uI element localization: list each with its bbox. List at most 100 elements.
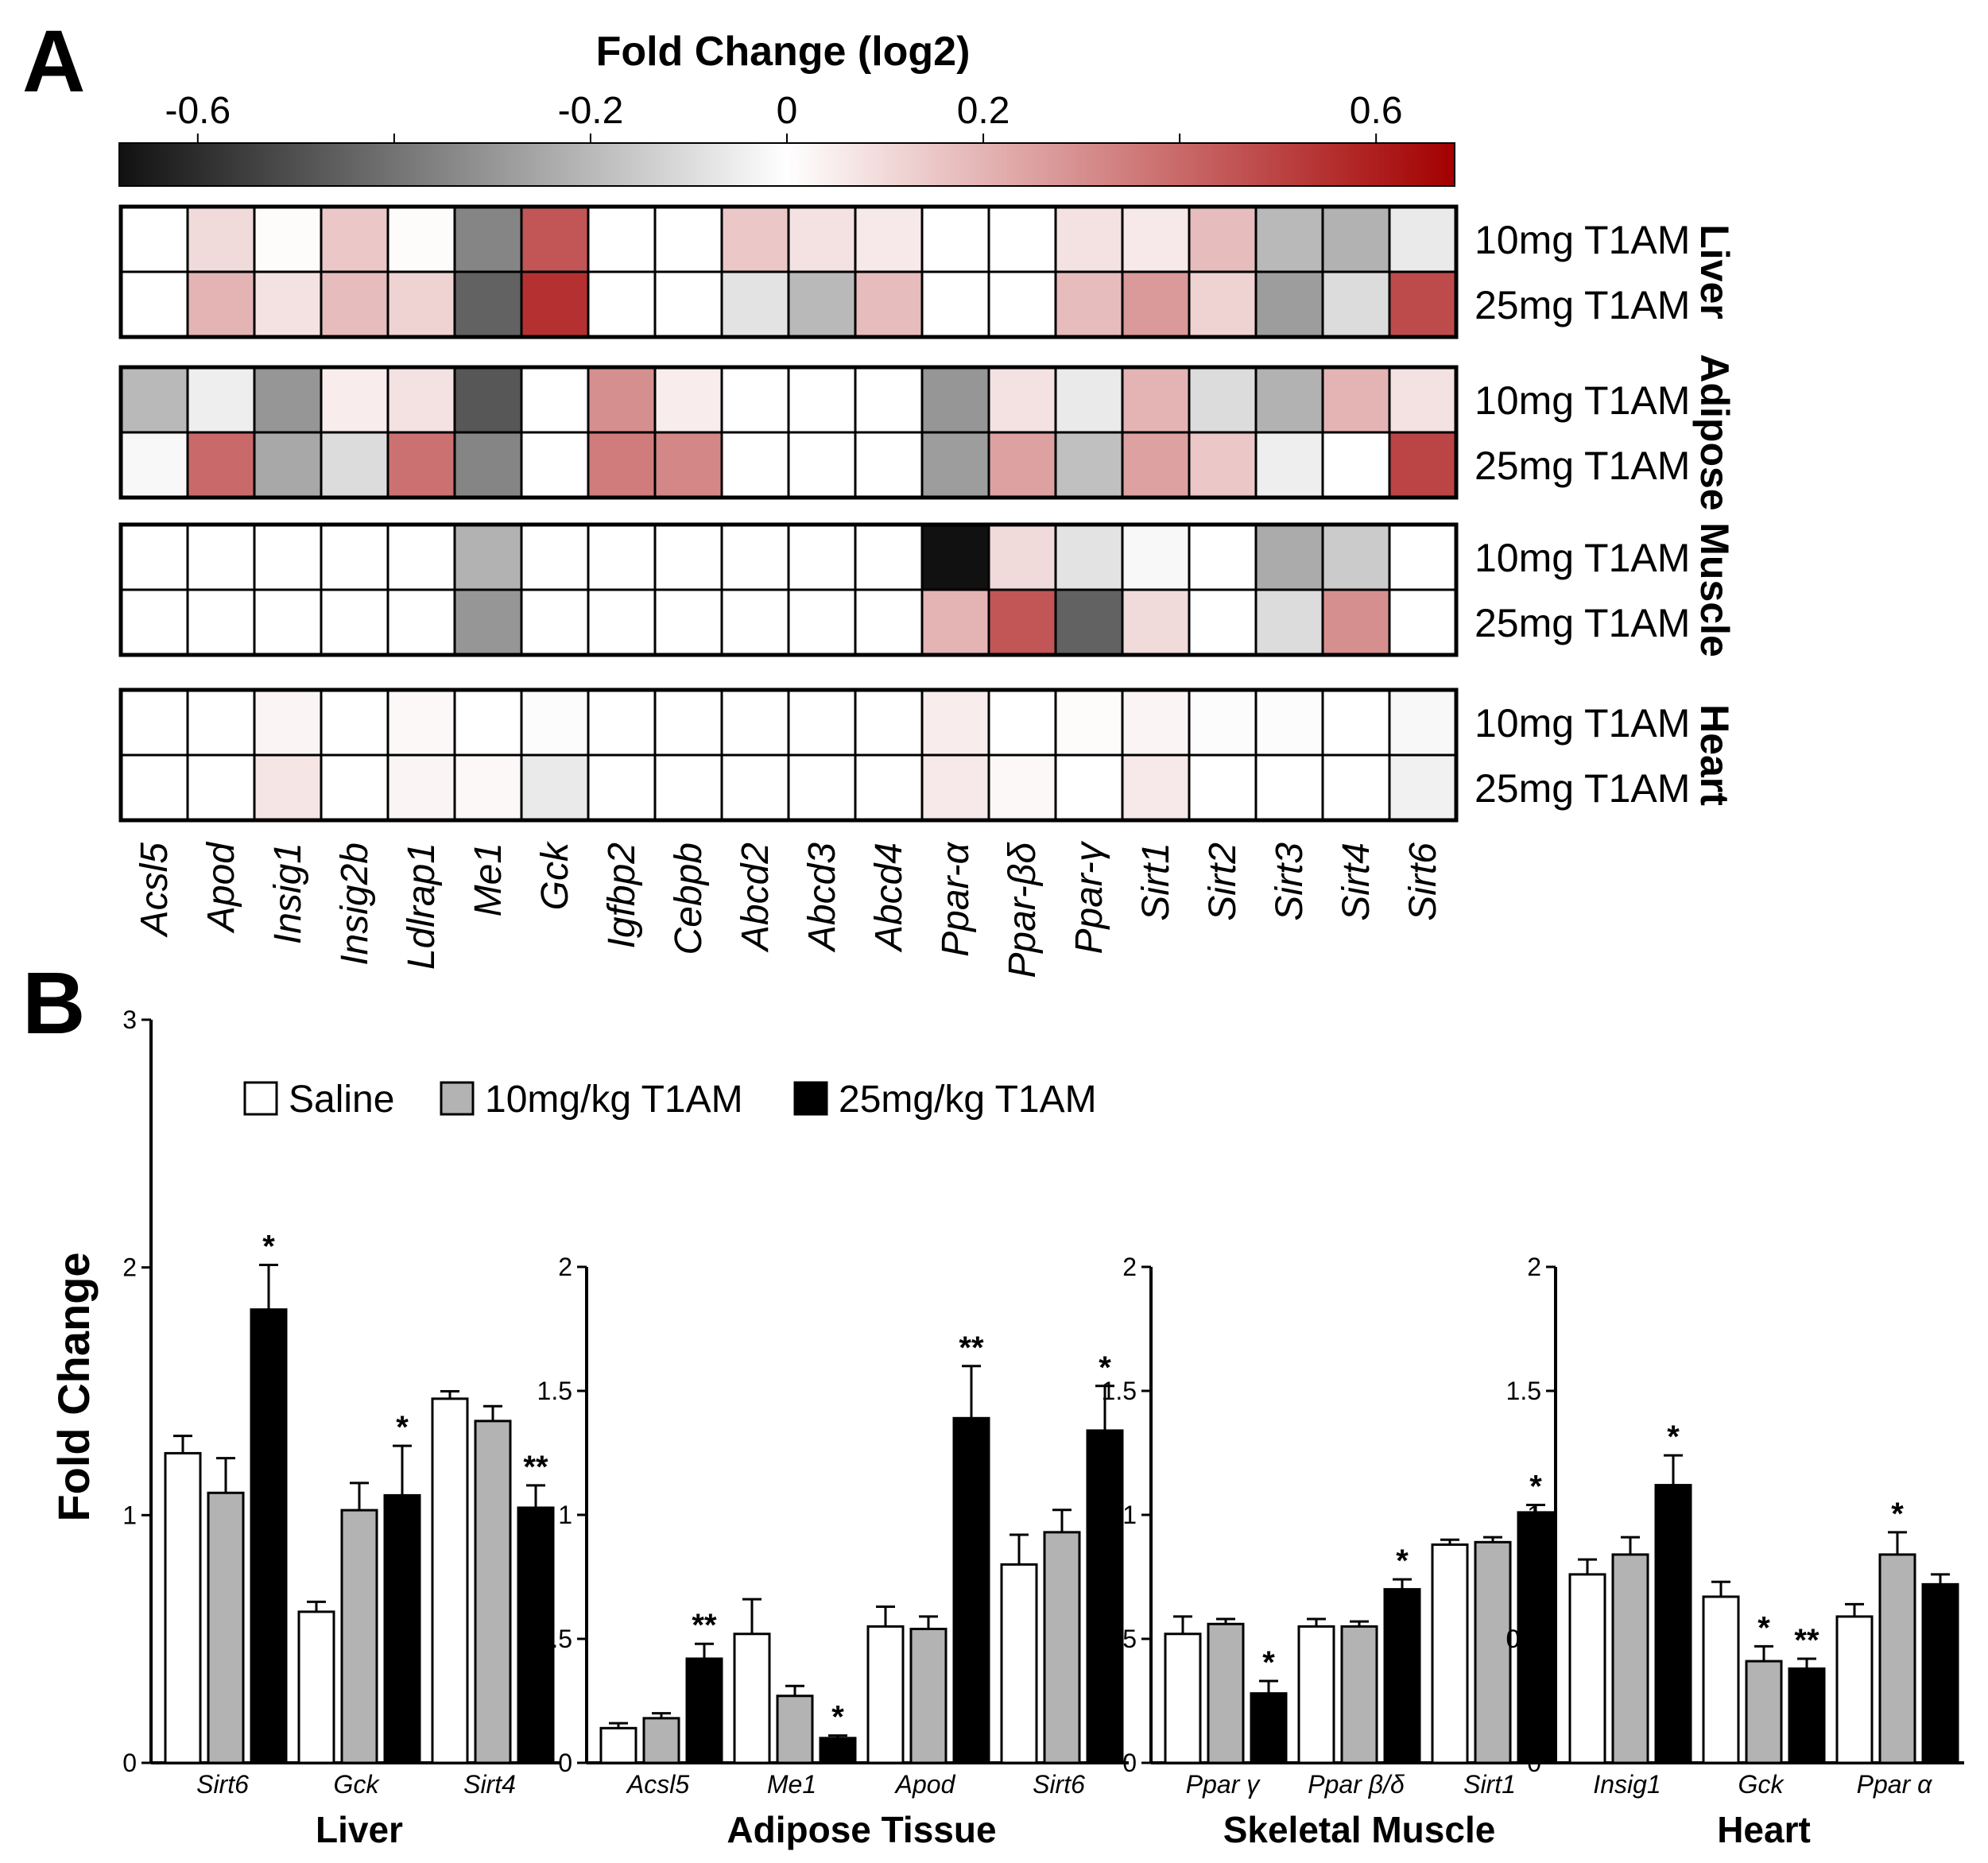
group-title: Heart [1717,1809,1811,1850]
bar [819,1737,857,1764]
bar [1383,1588,1421,1764]
gene-label: Sirt2 [1202,842,1244,921]
heatmap-cell [1188,688,1258,757]
heatmap-cell [186,588,256,657]
heatmap-cell [386,588,456,657]
y-tick-label: 1 [1527,1501,1541,1529]
heatmap-cell [653,753,723,822]
heatmap-block-border [118,204,1459,339]
heatmap-cell [1054,431,1124,499]
heatmap-cell [787,366,857,434]
heatmap-row-label: 10mg T1AM [1475,378,1690,423]
bar [250,1308,288,1764]
heatmap-cell [119,366,189,434]
heatmap-cell [320,688,389,757]
heatmap-cell [1121,270,1191,339]
category-label: Ppar γ [1186,1770,1261,1799]
significance-star: * [1667,1420,1680,1454]
bar [1474,1540,1512,1764]
category-label: Gck [1738,1770,1785,1799]
heatmap-cell [386,431,456,499]
bar [1086,1429,1124,1764]
heatmap-cell [1121,205,1191,273]
category-label: Ppar α [1857,1770,1932,1799]
bar [1702,1595,1740,1764]
bar [1431,1543,1469,1764]
heatmap-cell [720,588,790,657]
heatmap-cell [453,366,523,434]
category-label: Sirt6 [1033,1770,1085,1799]
heatmap-cell [987,753,1057,822]
y-tick-label: 1 [122,1501,137,1529]
heatmap-cell [1321,523,1391,591]
heatmap-cell [787,588,857,657]
y-tick-label: 0.5 [1506,1625,1541,1653]
heatmap-cell [320,205,389,273]
heatmap-cell [119,205,189,273]
bar [776,1695,814,1764]
heatmap-cell [453,270,523,339]
heatmap-block-border [118,365,1459,500]
bar [685,1657,723,1764]
bar [1745,1660,1783,1764]
heatmap-cell [854,431,924,499]
heatmap-cell [253,205,323,273]
heatmap-tissue-label: Adipose [1692,354,1737,510]
heatmap-cell [920,688,990,757]
significance-star: * [1396,1543,1409,1578]
bar [207,1491,245,1764]
category-label: Me1 [767,1770,816,1799]
panel-b-letter: B [22,955,85,1052]
heatmap-cell [587,588,657,657]
panel-a-letter: A [22,13,85,110]
bar [866,1625,905,1764]
heatmap-cell [1321,431,1391,499]
category-label: Apod [894,1770,956,1799]
y-axis-label: Fold Change [48,1252,99,1521]
heatmap-cells [118,204,1459,823]
y-tick-label: 0 [122,1749,137,1777]
bar [1043,1531,1081,1764]
heatmap-cell [1188,431,1258,499]
gene-label: Sirt1 [1135,842,1177,921]
heatmap-cell [119,588,189,657]
heatmap-cell [386,205,456,273]
gene-label: Apod [200,842,242,934]
heatmap-cell [1388,588,1458,657]
legend-label: Saline [289,1079,394,1121]
bar-group-1: 0 0.5 1 1.5 2 ** Acsl5 * Me1 ** Apod * Sirt6 Adipose … [537,1253,1129,1850]
bar [1340,1625,1378,1764]
heatmap-cell [320,366,389,434]
bar [952,1416,990,1764]
heatmap-cell [920,270,990,339]
gene-label: Insig1 [267,842,309,944]
heatmap-cell [253,688,323,757]
y-tick-label: 0 [1122,1749,1137,1777]
heatmap-cell [1321,205,1391,273]
heatmap-cell [653,688,723,757]
heatmap-cell [720,688,790,757]
heatmap-cell [1321,270,1391,339]
y-tick-label: 1.5 [1102,1377,1137,1405]
heatmap-row-label: 25mg T1AM [1475,601,1690,645]
gene-label: Me1 [467,842,510,916]
colorbar-title: Fold Change (log2) [596,29,971,75]
gene-label: Sirt3 [1269,842,1311,921]
heatmap-cell [1054,523,1124,591]
gene-label: Gck [534,840,576,910]
heatmap-cell [854,588,924,657]
heatmap-cell [1188,588,1258,657]
gene-label: Abcd2 [734,842,777,953]
heatmap-cell [854,205,924,273]
heatmap-cell [320,431,389,499]
heatmap-cell [320,523,389,591]
category-label: Gck [334,1770,381,1799]
heatmap-cell [1321,588,1391,657]
heatmap-cell [1121,588,1191,657]
heatmap-cell [653,523,723,591]
legend-swatch [793,1081,828,1116]
heatmap-cell [1121,431,1191,499]
bar-chart-panel: Fold Change Saline 10mg/kg T1AM 25mg/kg T1… [48,1005,1964,1850]
heatmap-cell [587,523,657,591]
heatmap-cell [1188,753,1258,822]
